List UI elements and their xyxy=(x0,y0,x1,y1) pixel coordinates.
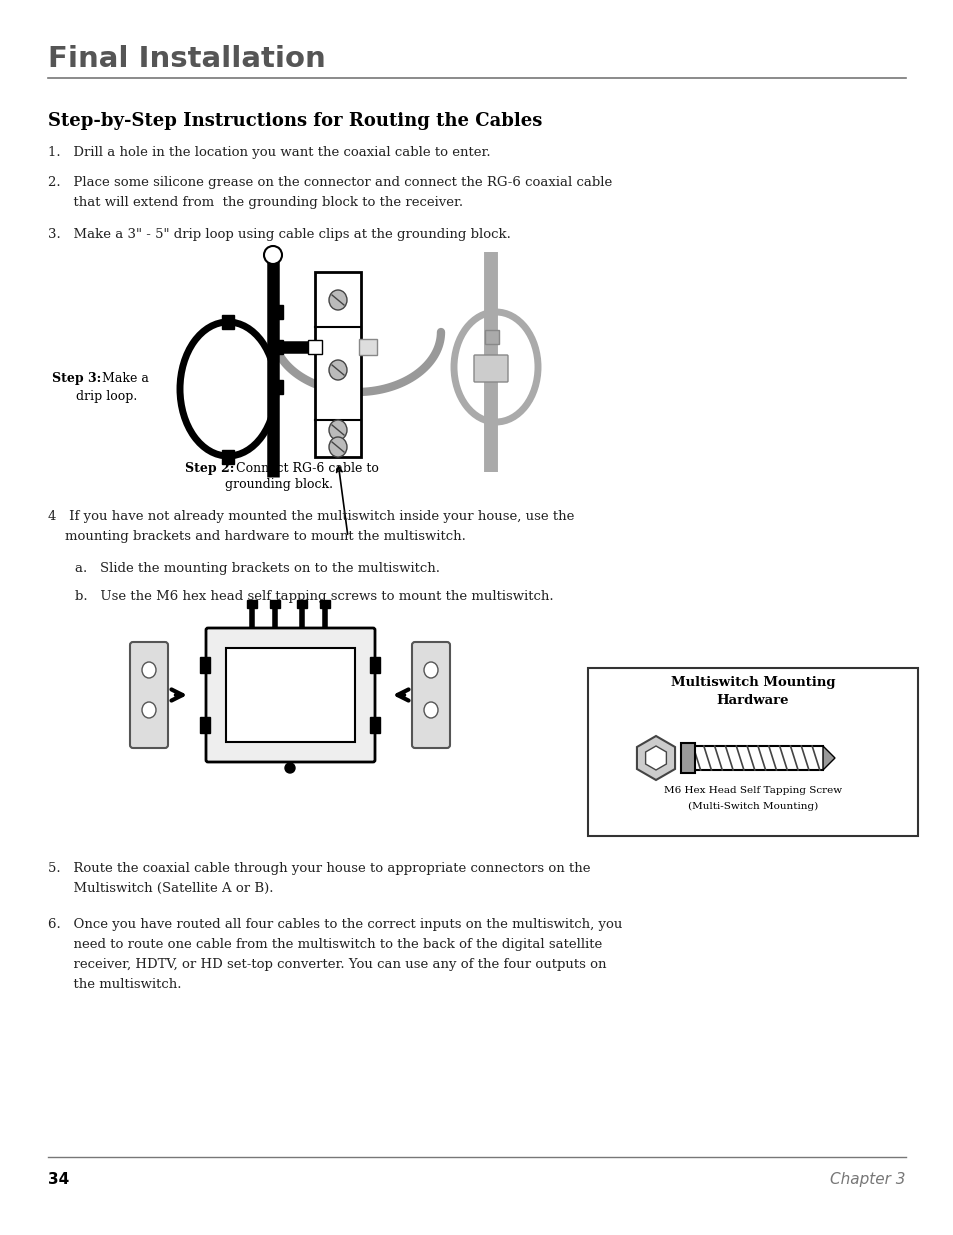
Text: receiver, HDTV, or HD set-top converter. You can use any of the four outputs on: receiver, HDTV, or HD set-top converter.… xyxy=(48,958,606,971)
FancyBboxPatch shape xyxy=(130,642,168,748)
Bar xyxy=(271,305,283,319)
Ellipse shape xyxy=(329,437,347,457)
Text: Step 2:: Step 2: xyxy=(185,462,234,475)
Text: Make a: Make a xyxy=(98,372,149,385)
Ellipse shape xyxy=(329,359,347,380)
Bar xyxy=(271,340,283,354)
Text: 5.   Route the coaxial cable through your house to appropriate connectors on the: 5. Route the coaxial cable through your … xyxy=(48,862,590,876)
Text: Hardware: Hardware xyxy=(716,694,788,706)
Bar xyxy=(247,600,256,608)
Ellipse shape xyxy=(329,420,347,440)
Bar xyxy=(587,668,917,836)
Text: 2.   Place some silicone grease on the connector and connect the RG-6 coaxial ca: 2. Place some silicone grease on the con… xyxy=(48,177,612,189)
Bar xyxy=(319,600,330,608)
Polygon shape xyxy=(822,746,834,769)
Ellipse shape xyxy=(423,701,437,718)
Text: mounting brackets and hardware to mount the multiswitch.: mounting brackets and hardware to mount … xyxy=(48,530,465,543)
Text: Step-by-Step Instructions for Routing the Cables: Step-by-Step Instructions for Routing th… xyxy=(48,112,542,130)
Text: Multiswitch (Satellite A or B).: Multiswitch (Satellite A or B). xyxy=(48,882,274,895)
Bar xyxy=(226,648,355,742)
Text: Final Installation: Final Installation xyxy=(48,44,325,73)
Text: Connect RG-6 cable to: Connect RG-6 cable to xyxy=(228,462,378,475)
Bar xyxy=(296,600,307,608)
Text: 1.   Drill a hole in the location you want the coaxial cable to enter.: 1. Drill a hole in the location you want… xyxy=(48,146,490,159)
Text: that will extend from  the grounding block to the receiver.: that will extend from the grounding bloc… xyxy=(48,196,462,209)
Circle shape xyxy=(264,246,282,264)
Text: 3.   Make a 3" - 5" drip loop using cable clips at the grounding block.: 3. Make a 3" - 5" drip loop using cable … xyxy=(48,228,511,241)
Bar xyxy=(308,340,322,354)
Text: M6 Hex Head Self Tapping Screw: M6 Hex Head Self Tapping Screw xyxy=(663,785,841,795)
Text: the multiswitch.: the multiswitch. xyxy=(48,978,181,990)
Text: drip loop.: drip loop. xyxy=(52,390,137,403)
Bar xyxy=(200,657,210,673)
FancyBboxPatch shape xyxy=(412,642,450,748)
Text: (Multi-Switch Mounting): (Multi-Switch Mounting) xyxy=(687,802,818,811)
Bar xyxy=(270,600,280,608)
Ellipse shape xyxy=(329,290,347,310)
Bar xyxy=(680,743,695,773)
Bar xyxy=(370,718,379,734)
Ellipse shape xyxy=(142,701,156,718)
FancyBboxPatch shape xyxy=(474,354,507,382)
Text: grounding block.: grounding block. xyxy=(185,478,333,492)
Text: b.   Use the M6 hex head self tapping screws to mount the multiswitch.: b. Use the M6 hex head self tapping scre… xyxy=(75,590,553,603)
Text: 6.   Once you have routed all four cables to the correct inputs on the multiswit: 6. Once you have routed all four cables … xyxy=(48,918,621,931)
Text: Multiswitch Mounting: Multiswitch Mounting xyxy=(670,676,835,689)
Bar xyxy=(370,657,379,673)
Text: a.   Slide the mounting brackets on to the multiswitch.: a. Slide the mounting brackets on to the… xyxy=(75,562,439,576)
Bar xyxy=(358,338,376,354)
FancyBboxPatch shape xyxy=(206,629,375,762)
Text: 34: 34 xyxy=(48,1172,70,1187)
Text: 4   If you have not already mounted the multiswitch inside your house, use the: 4 If you have not already mounted the mu… xyxy=(48,510,574,522)
Bar xyxy=(222,315,233,329)
Text: Chapter 3: Chapter 3 xyxy=(830,1172,905,1187)
Bar xyxy=(222,450,233,464)
Bar xyxy=(271,380,283,394)
Ellipse shape xyxy=(423,662,437,678)
Circle shape xyxy=(285,763,294,773)
Bar xyxy=(484,330,498,345)
Text: need to route one cable from the multiswitch to the back of the digital satellit: need to route one cable from the multisw… xyxy=(48,939,601,951)
Ellipse shape xyxy=(142,662,156,678)
Text: Step 3:: Step 3: xyxy=(52,372,101,385)
Bar xyxy=(200,718,210,734)
Bar xyxy=(314,272,360,457)
